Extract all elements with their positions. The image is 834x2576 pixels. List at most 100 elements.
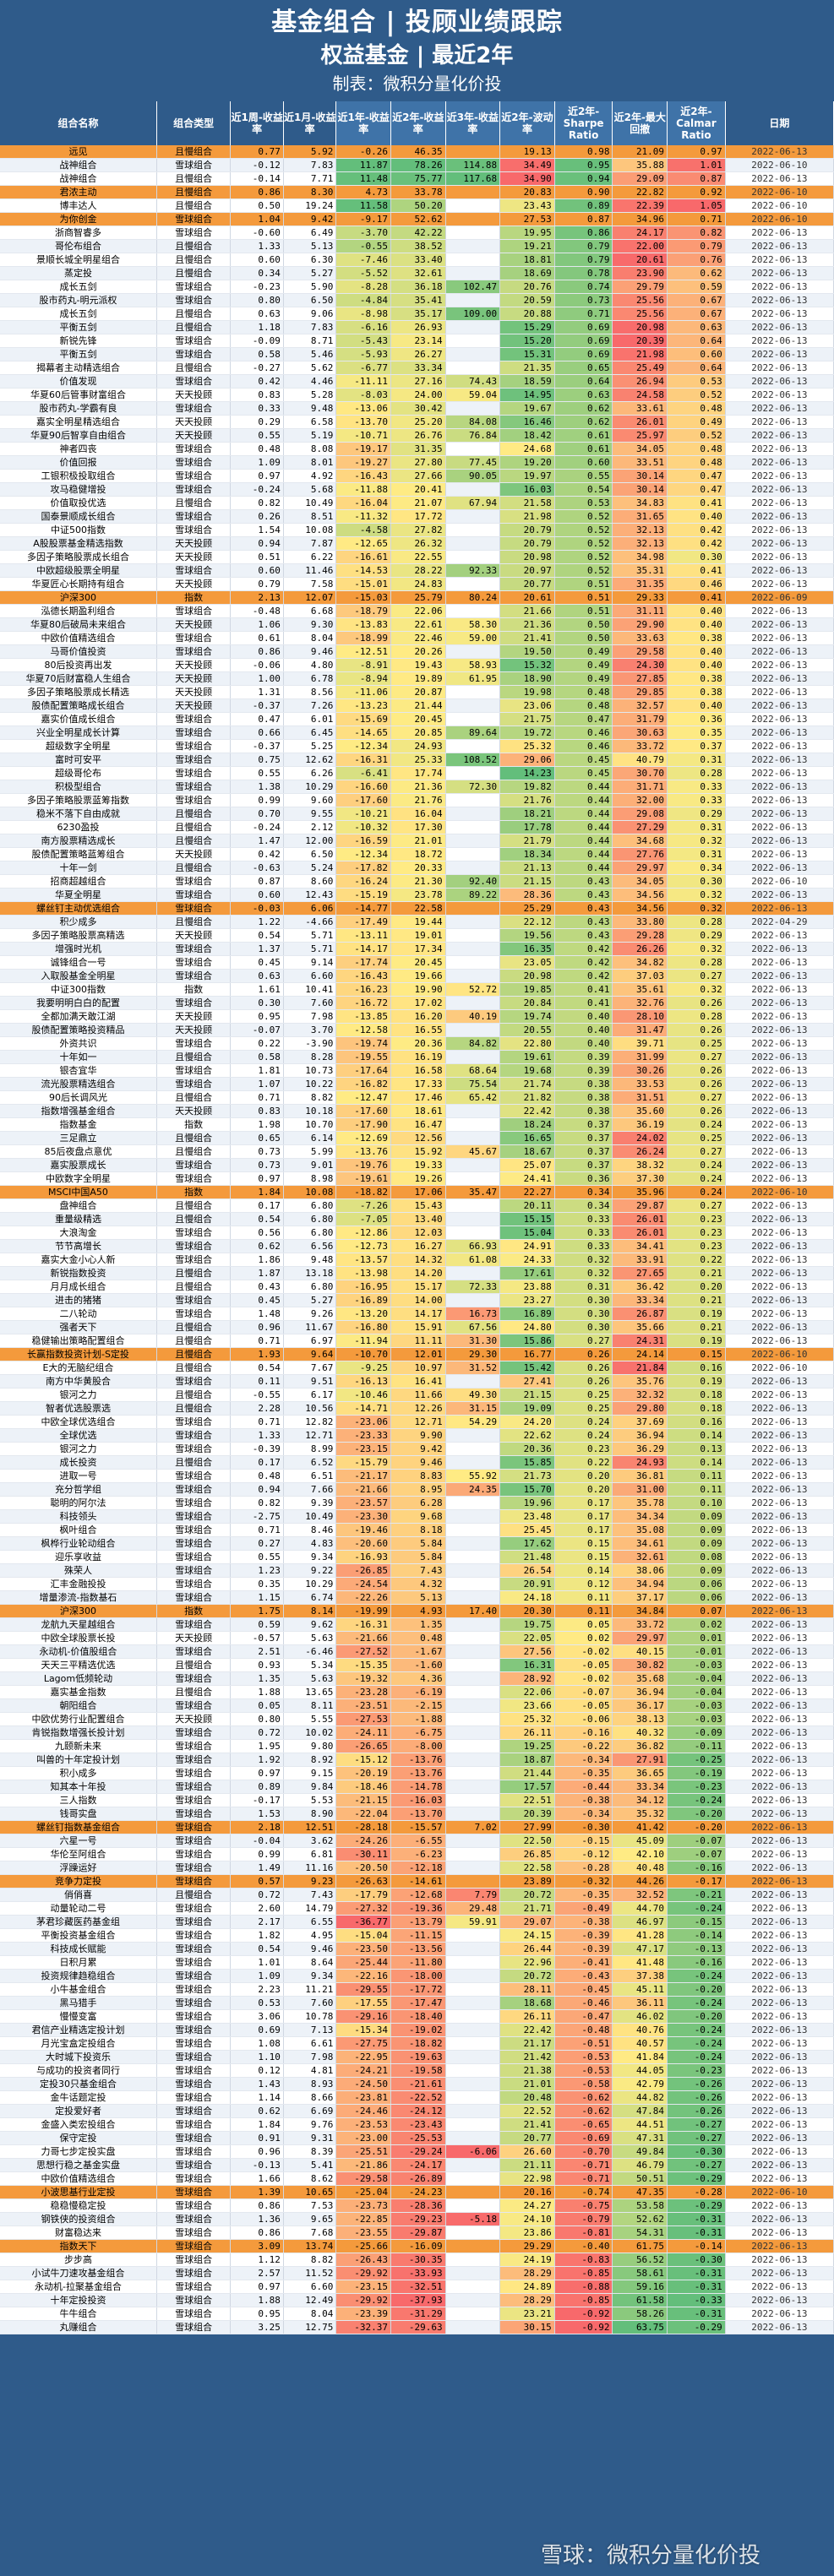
table-row[interactable]: 嘉实股票成长 雪球组合 0.73 9.01 -19.76 19.33 25.07 0.37 38… (0, 1158, 834, 1172)
column-header[interactable]: 组合类型 (156, 101, 232, 145)
table-row[interactable]: 价值发现 雪球组合 0.42 4.46 -11.11 27.16 74.43 18.59 0.6… (0, 374, 834, 389)
table-row[interactable]: 金盛入类宏投组合 雪球组合 1.84 9.76 -23.53 -23.43 21.41 -0.… (0, 2117, 834, 2132)
table-row[interactable]: 中欧价值精选组合 雪球组合 0.61 8.04 -18.99 22.46 59.00 21.4… (0, 631, 834, 645)
table-row[interactable]: 泓德长期盈利组合 雪球组合 -0.48 6.68 -18.79 22.06 21.66 0.5… (0, 604, 834, 618)
table-row[interactable]: 华夏60后管事财富组合 天天投顾 0.83 5.28 -8.03 24.00 59.04 14… (0, 388, 834, 402)
table-row[interactable]: 华夏全明星 雪球组合 0.60 12.43 -15.19 23.78 89.22 28.36 0… (0, 888, 834, 902)
table-row[interactable]: 知其本十年投 雪球组合 0.89 9.84 -18.46 -14.78 17.57 -0.44… (0, 1780, 834, 1794)
table-row[interactable]: 我要明明白白的配置 雪球组合 0.30 7.60 -16.72 17.02 20.84 0.4… (0, 996, 834, 1010)
table-row[interactable]: 浙商智睿多 雪球组合 -0.60 6.49 -3.70 42.22 19.95 0.86 24.… (0, 226, 834, 240)
table-row[interactable]: 充分哲学组 雪球组合 0.94 7.66 -21.66 8.95 24.35 15.70 0.2… (0, 1482, 834, 1497)
table-row[interactable]: 哥伦布组合 且慢组合 1.33 5.13 -0.55 38.52 19.21 0.79 22.0… (0, 239, 834, 253)
column-header[interactable]: 日期 (725, 101, 834, 145)
table-row[interactable]: 牛牛组合 雪球组合 0.95 8.04 -23.39 -31.29 23.21 -0.92 58… (0, 2307, 834, 2321)
table-row[interactable]: 永动机-拉聚基金组合 雪球组合 0.97 6.60 -23.15 -32.51 24.89-… (0, 2280, 834, 2294)
table-row[interactable]: 诚锋组合一号 雪球组合 0.45 9.14 -17.74 20.45 23.05 0.42 34… (0, 955, 834, 970)
table-row[interactable]: 科技成长赋能 雪球组合 0.54 9.46 -23.50 -13.56 26.44 -0.39… (0, 1942, 834, 1956)
column-header[interactable]: 近2年-Sharpe Ratio (554, 101, 613, 145)
table-row[interactable]: 进取一号 雪球组合 0.48 6.51 -21.17 8.83 55.92 21.73 0.20… (0, 1469, 834, 1483)
table-row[interactable]: 华夏70后财富稳人生组合 天天投顾 1.00 6.78 -8.94 19.89 61.95 1… (0, 671, 834, 686)
table-row[interactable]: 殊荣人 雪球组合 1.23 9.22 -26.85 7.43 26.54 0.14 38.06 0… (0, 1563, 834, 1578)
table-row[interactable]: 90后长调风光 且慢组合 0.71 8.82 -12.47 17.46 65.42 21.82… (0, 1090, 834, 1105)
table-row[interactable]: 积少成多 且慢组合 1.22 -4.66 -17.49 19.44 22.12 0.43 33.… (0, 915, 834, 929)
table-row[interactable]: 天天三平精选优选 且慢组合 0.93 5.34 -15.35 -1.60 16.31 -0.0… (0, 1658, 834, 1672)
table-row[interactable]: 稳米不落下自由成就 且慢组合 0.70 9.55 -10.21 16.04 18.21 0.4… (0, 807, 834, 821)
table-row[interactable]: 华夏90后智享自由组合 天天投顾 0.55 5.19 -10.71 26.76 76.84 1… (0, 428, 834, 443)
table-row[interactable]: 中欧价值精选组合 雪球组合 1.66 8.62 -29.58 -26.89 22.98 -0.… (0, 2171, 834, 2186)
table-row[interactable]: 十年一剑 且慢组合 -0.63 5.24 -17.82 20.33 21.13 0.44 29.… (0, 861, 834, 875)
table-row[interactable]: 日积月累 雪球组合 1.01 8.64 -25.44 -11.80 22.96 -0.41 41… (0, 1955, 834, 1970)
table-row[interactable]: 六星一号 雪球组合 -0.04 3.62 -24.26 -6.55 22.50 -0.15 45… (0, 1834, 834, 1848)
table-row[interactable]: 月月成长组合 且慢组合 0.43 6.80 -16.95 15.17 72.33 23.88 0… (0, 1280, 834, 1294)
table-row[interactable]: 为你创金 雪球组合 1.04 9.42 -9.17 52.62 27.53 0.87 34.96… (0, 212, 834, 226)
table-row[interactable]: 十年定投投资 雪球组合 1.88 12.49 -29.92 -37.93 28.29 -0.8… (0, 2293, 834, 2307)
table-row[interactable]: 与成功的投资者同行 雪球组合 0.12 4.81 -24.21 -19.58 21.38 -0… (0, 2063, 834, 2078)
table-row[interactable]: 中欧数字全明星 雪球组合 0.97 8.98 -19.61 19.26 24.41 0.36 3… (0, 1171, 834, 1186)
table-row[interactable]: 大时城下投资乐 雪球组合 1.10 7.98 -22.95 -19.63 21.42 -0.5… (0, 2050, 834, 2064)
table-row[interactable]: 嘉实大金小心人新 雪球组合 1.86 9.48 -13.57 14.32 61.08 24.3… (0, 1253, 834, 1267)
table-row[interactable]: 工银积极投取组合 雪球组合 0.97 4.92 -16.43 27.66 90.05 19.9… (0, 469, 834, 483)
table-row[interactable]: 步步高 雪球组合 1.12 8.82 -26.43 -30.35 24.19 -0.83 56.… (0, 2253, 834, 2267)
table-row[interactable]: 指数天下 雪球组合 3.09 13.74 -25.66 -16.09 29.29 -0.40 6… (0, 2239, 834, 2253)
column-header[interactable]: 近2年-最大回撤 (612, 101, 668, 145)
table-row[interactable]: 丸赚组合 雪球组合 3.25 12.75 -32.37 -29.63 30.15 -0.92 6… (0, 2320, 834, 2334)
table-row[interactable]: 投资规律趋稳组合 雪球组合 1.09 9.34 -22.16 -18.00 20.72 -0.… (0, 1969, 834, 1983)
table-row[interactable]: 朝阳组合 雪球组合 0.05 8.11 -23.51 -2.15 23.66 -0.05 36.… (0, 1698, 834, 1713)
column-header[interactable]: 近1周-收益率 (230, 101, 284, 145)
table-row[interactable]: 保守定投 雪球组合 0.91 9.31 -23.00 -25.53 20.77 -0.69 47… (0, 2131, 834, 2145)
table-row[interactable]: 中欧超级股票全明星 雪球组合 0.60 11.46 -14.53 28.22 92.33 20… (0, 563, 834, 578)
table-row[interactable]: 动量轮动二号 雪球组合 2.60 14.79 -27.32 -19.36 29.48 21.7… (0, 1901, 834, 1916)
table-row[interactable]: 竞争力定投 雪球组合 0.57 9.23 -26.63 -14.61 23.89 -0.32 4… (0, 1874, 834, 1889)
table-row[interactable]: 智者优选股票选 且慢组合 2.28 10.56 -14.71 12.26 31.15 19.0… (0, 1401, 834, 1416)
table-row[interactable]: 小试牛刀速攻基金组合 雪球组合 2.57 11.52 -29.92 -33.93 28.29… (0, 2266, 834, 2280)
table-row[interactable]: 螺丝钉主动优选组合 雪球组合 -0.03 6.06 -14.77 22.58 25.29 0.… (0, 901, 834, 916)
table-row[interactable]: 龙航九天星越组合 雪球组合 0.59 9.62 -16.31 1.35 19.75 0.05 3… (0, 1617, 834, 1632)
table-row[interactable]: 黑马猎手 雪球组合 0.53 7.60 -17.55 -17.47 18.68 -0.46 36… (0, 1996, 834, 2010)
table-row[interactable]: 慢慢变富 雪球组合 3.06 10.78 -29.16 -18.40 26.11 -0.47 4… (0, 2009, 834, 2024)
table-row[interactable]: 新锐先锋 雪球组合 -0.09 8.71 -5.43 23.14 15.20 0.69 20.3… (0, 334, 834, 348)
table-row[interactable]: 全都加满天敢江湖 天天投顾 0.95 7.98 -13.85 16.20 40.19 19.7… (0, 1009, 834, 1024)
table-row[interactable]: E大的无脑纪组合 且慢组合 0.54 7.67 -9.25 10.97 31.52 15.42… (0, 1361, 834, 1375)
table-row[interactable]: 流光股票精选组合 雪球组合 1.07 10.22 -16.82 17.33 75.54 21.… (0, 1077, 834, 1091)
table-row[interactable]: 九颐新未来 雪球组合 1.95 9.80 -26.65 -8.00 19.25 -0.22 36… (0, 1739, 834, 1753)
table-row[interactable]: 增量渗流-指数基石 雪球组合 1.15 6.74 -22.26 5.13 24.18 0.11… (0, 1590, 834, 1605)
table-row[interactable]: 兴业全明星成长计算 雪球组合 0.66 6.45 -14.65 20.85 89.64 19.… (0, 726, 834, 740)
table-row[interactable]: 中欧全球优选组合 雪球组合 0.71 12.82 -23.06 12.71 54.29 24.… (0, 1415, 834, 1429)
table-row[interactable]: 小波思基行业定投 雪球组合 1.39 10.65 -25.04 -24.23 20.16 -0… (0, 2185, 834, 2199)
table-row[interactable]: 思想行稳之基金实盘 雪球组合 -0.13 5.41 -21.86 -24.17 21.11-… (0, 2158, 834, 2172)
column-header[interactable]: 近2年-收益率 (390, 101, 446, 145)
table-row[interactable]: 多因子策略股票高精选 天天投顾 0.54 5.71 -13.11 19.01 19.56 0.… (0, 928, 834, 943)
table-row[interactable]: 战神组合 且慢组合 -0.14 7.71 11.48 75.77 117.68 34.90 0.… (0, 171, 834, 186)
table-row[interactable]: 平衡五剑 雪球组合 0.58 5.46 -5.93 26.27 15.31 0.69 21.98… (0, 347, 834, 361)
table-row[interactable]: 多因子策略股票成长组合 天天投顾 0.51 6.22 -16.61 22.55 20.98 0… (0, 550, 834, 564)
table-row[interactable]: 钱哥实盘 雪球组合 1.53 8.90 -22.04 -13.70 20.39 -0.34 35… (0, 1807, 834, 1821)
table-row[interactable]: 新锐指数投资 且慢组合 1.87 13.18 -13.98 14.20 17.61 0.32 2… (0, 1266, 834, 1280)
table-row[interactable]: 财富稳达来 雪球组合 0.86 7.68 -23.55 -29.87 23.86 -0.81 5… (0, 2225, 834, 2240)
table-row[interactable]: 远见 且慢组合 0.77 5.92 -0.26 46.35 19.13 0.98 21.09 0.… (0, 145, 834, 159)
table-row[interactable]: 嘉实价值成长组合 雪球组合 0.47 6.01 -15.69 20.45 21.75 0.47… (0, 712, 834, 726)
table-row[interactable]: 南方股票精选成长 且慢组合 1.47 12.00 -16.59 21.01 21.79 0.4… (0, 834, 834, 848)
table-row[interactable]: 股债配置策略蓝筹组合 天天投顾 0.42 6.50 -12.34 18.72 18.34 0.… (0, 847, 834, 861)
table-row[interactable]: 中欧优势行业配置组合 天天投顾 0.80 5.55 -27.53 -1.88 25.32 -0… (0, 1712, 834, 1726)
table-row[interactable]: 指数基金 指数 1.98 10.70 -17.90 16.47 18.24 0.37 36.19… (0, 1117, 834, 1132)
table-row[interactable]: 汇丰金融投投 雪球组合 0.35 10.29 -24.54 4.32 20.91 0.12 34… (0, 1577, 834, 1591)
table-row[interactable]: 战神组合 雪球组合 -0.12 7.83 11.87 78.26 114.88 34.49 0.… (0, 158, 834, 172)
table-row[interactable]: 银河之力 雪球组合 -0.39 8.99 -23.15 9.42 20.36 0.23 36.2… (0, 1442, 834, 1456)
table-row[interactable]: 揭幕者主动精选组合 且慢组合 -0.27 5.62 -6.77 33.34 21.35 0.6… (0, 361, 834, 375)
table-row[interactable]: 君浓主动 且慢组合 0.86 8.30 4.73 33.78 20.83 0.90 22.82 0… (0, 185, 834, 199)
table-row[interactable]: 永动机-价值股组合 雪球组合 2.51 -6.46 -27.52 -1.67 27.56 -0… (0, 1644, 834, 1659)
column-header[interactable]: 近3年-收益率 (445, 101, 501, 145)
table-row[interactable]: 85后夜盘点意优 且慢组合 0.73 5.99 -13.76 15.92 45.67 18.6… (0, 1144, 834, 1159)
table-row[interactable]: 超级数字全明星 雪球组合 -0.37 5.25 -12.34 24.93 25.32 0.46… (0, 739, 834, 753)
table-row[interactable]: 茅君珍藏医药基金组 雪球组合 2.17 6.55 -36.77 -13.79 59.91 29… (0, 1915, 834, 1929)
table-row[interactable]: 进击的猪猪 雪球组合 0.45 5.27 -16.89 14.00 23.27 0.30 33.… (0, 1293, 834, 1307)
table-row[interactable]: 中欧全球股票长投 天天投顾 -0.57 5.63 -21.66 0.48 22.05 0.02… (0, 1631, 834, 1645)
table-row[interactable]: 定投爱好者 雪球组合 0.62 6.69 -24.46 -24.12 22.52 -0.62 4… (0, 2104, 834, 2118)
table-row[interactable]: 稳稳慢稳定投 雪球组合 0.86 7.53 -23.73 -28.36 24.27 -0.75… (0, 2198, 834, 2213)
table-row[interactable]: 富时可安平 雪球组合 0.75 12.62 -16.31 25.33 108.52 29.06… (0, 753, 834, 767)
table-row[interactable]: 月光宝盒定投组合 雪球组合 1.08 6.61 -27.75 -18.82 21.17 -0.… (0, 2036, 834, 2051)
table-row[interactable]: 股市药丸-明元派权 雪球组合 0.80 6.50 -4.84 35.41 20.59 0.73… (0, 293, 834, 307)
table-row[interactable]: 科技领头 雪球组合 -2.75 10.49 -23.30 9.68 23.48 0.17 34.… (0, 1509, 834, 1524)
table-row[interactable]: 中证300指数 指数 1.61 10.41 -16.23 19.90 52.72 19.85 0… (0, 982, 834, 997)
table-row[interactable]: 6230盈投 且慢组合 -0.24 2.12 -10.32 17.30 17.78 0.44 2… (0, 820, 834, 834)
